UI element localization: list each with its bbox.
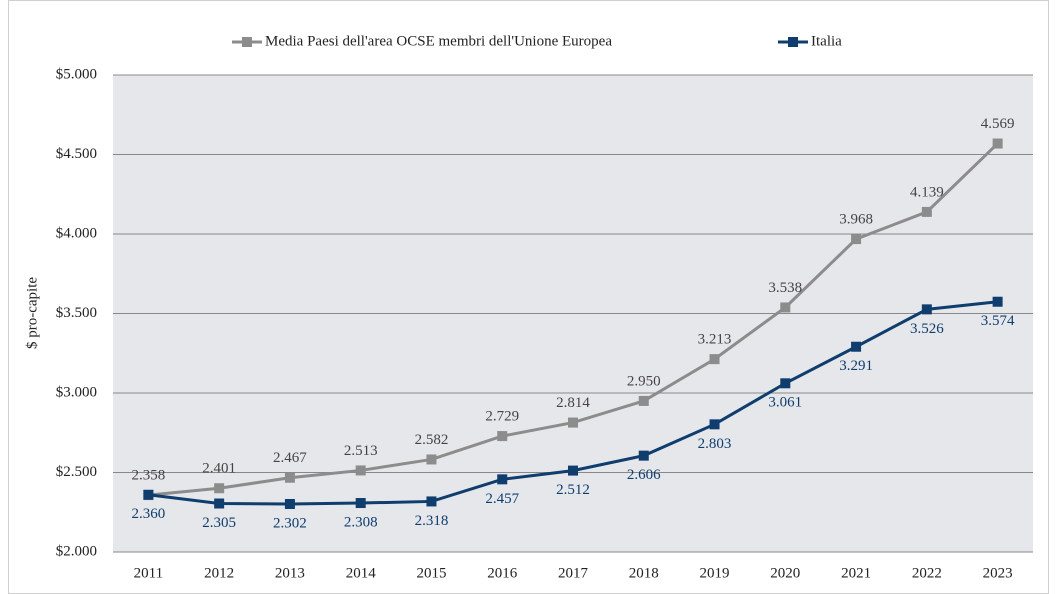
legend-marker [242,37,252,47]
data-point [992,138,1003,149]
data-point [568,465,578,476]
data-point [426,454,437,465]
data-label: 3.061 [768,395,802,411]
data-label: 2.814 [556,395,590,411]
data-label: 2.457 [485,491,519,507]
y-tick-label: $2.500 [56,464,97,480]
data-label: 2.318 [415,513,449,529]
x-tick-label: 2023 [983,565,1013,581]
data-label: 2.512 [556,482,590,498]
data-label: 3.538 [768,280,802,296]
data-point [780,302,791,313]
x-tick-label: 2018 [629,565,659,581]
data-point [568,417,578,428]
x-tick-label: 2013 [275,565,305,581]
x-tick-label: 2016 [487,565,518,581]
data-label: 2.467 [273,450,307,466]
data-point [355,465,366,476]
data-label: 3.213 [698,332,732,348]
y-tick-label: $3.000 [56,384,97,400]
data-point [214,498,225,509]
x-tick-label: 2012 [204,565,234,581]
data-point [851,234,862,245]
y-tick-label: $3.500 [56,305,97,321]
data-label: 3.291 [839,358,873,374]
data-point [355,498,366,509]
y-tick-label: $5.000 [56,66,97,82]
y-tick-label: $4.000 [56,225,97,241]
data-point [638,395,649,406]
data-label: 2.360 [132,506,166,522]
x-tick-label: 2011 [134,565,163,581]
data-label: 4.139 [910,184,944,200]
data-label: 2.401 [202,461,236,477]
data-point [638,450,649,461]
data-label: 2.358 [132,468,166,484]
x-tick-label: 2020 [770,565,800,581]
data-point [992,296,1003,307]
x-tick-label: 2017 [558,565,589,581]
data-point [921,206,932,217]
legend-label: Italia [811,33,842,49]
y-tick-label: $2.000 [56,543,97,559]
x-tick-label: 2015 [416,565,446,581]
data-label: 2.513 [344,443,378,459]
data-label: 2.606 [627,467,661,483]
data-point [143,489,154,500]
data-point [709,354,720,365]
data-label: 2.302 [273,515,307,531]
data-point [709,419,720,430]
data-point [284,498,295,509]
data-point [426,496,437,507]
legend-label: Media Paesi dell'area OCSE membri dell'U… [265,33,612,49]
data-point [497,474,508,485]
data-label: 2.729 [485,409,519,425]
data-point [497,431,508,442]
data-label: 3.526 [910,321,944,337]
data-label: 2.305 [202,515,236,531]
x-tick-label: 2014 [346,565,377,581]
x-tick-label: 2021 [841,565,871,581]
data-point [851,341,862,352]
data-point [214,483,225,494]
data-label: 3.574 [981,313,1015,329]
data-label: 2.803 [698,436,732,452]
legend-marker [788,37,798,47]
data-point [284,472,295,483]
x-tick-label: 2019 [700,565,730,581]
data-label: 3.968 [839,212,873,228]
y-tick-label: $4.500 [56,146,97,162]
data-point [921,304,932,315]
data-label: 2.308 [344,514,378,530]
data-point [780,378,791,389]
x-tick-label: 2022 [912,565,942,581]
data-label: 4.569 [981,116,1015,132]
data-label: 2.950 [627,373,661,389]
y-axis-label: $ pro-capite [24,277,40,349]
data-label: 2.582 [415,432,449,448]
